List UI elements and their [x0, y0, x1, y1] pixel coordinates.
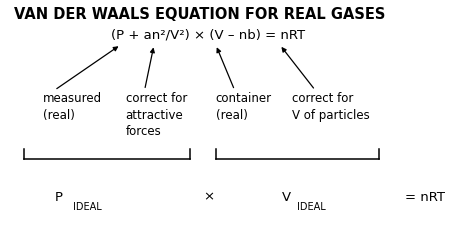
Text: measured
(real): measured (real) [43, 92, 102, 121]
Text: container
(real): container (real) [216, 92, 272, 121]
Text: (P + an²/V²) × (V – nb) = nRT: (P + an²/V²) × (V – nb) = nRT [111, 29, 306, 42]
Text: P: P [55, 190, 63, 203]
Text: IDEAL: IDEAL [73, 201, 101, 211]
Text: V: V [282, 190, 291, 203]
Text: VAN DER WAALS EQUATION FOR REAL GASES: VAN DER WAALS EQUATION FOR REAL GASES [14, 7, 385, 22]
Text: IDEAL: IDEAL [297, 201, 326, 211]
Text: correct for
attractive
forces: correct for attractive forces [126, 92, 187, 138]
Text: ×: × [203, 190, 214, 203]
Text: correct for
V of particles: correct for V of particles [292, 92, 369, 121]
Text: = nRT: = nRT [405, 190, 445, 203]
